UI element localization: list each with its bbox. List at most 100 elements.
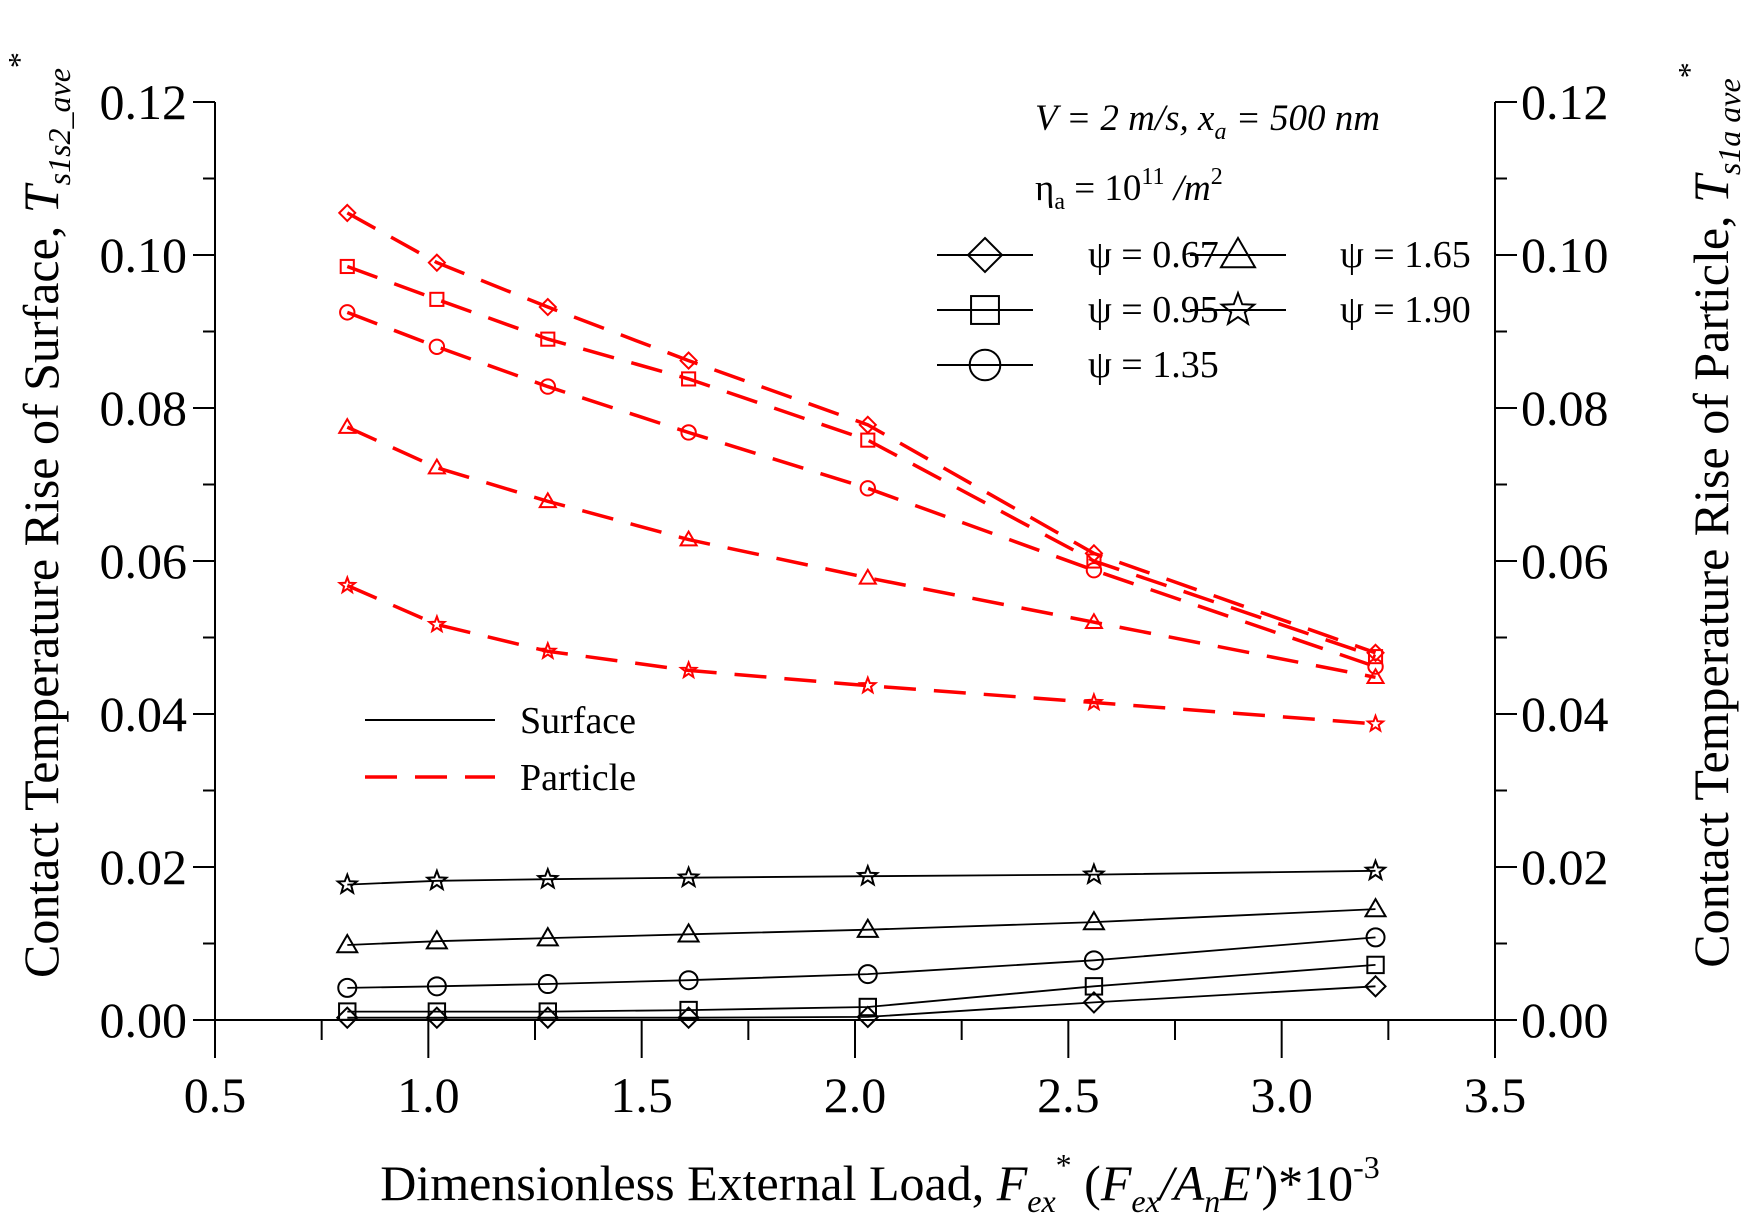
particle-circle-point bbox=[1085, 561, 1103, 579]
legend-label-psi-135: ψ = 1.35 bbox=[1088, 344, 1219, 386]
particle-square-point bbox=[1367, 649, 1384, 665]
surface-square-point bbox=[679, 1000, 698, 1020]
surface-triangle-point bbox=[1082, 910, 1106, 931]
particle-star-point bbox=[678, 659, 699, 680]
surface-square-point bbox=[427, 1002, 447, 1021]
x-tick-label: 3.0 bbox=[1250, 1067, 1313, 1123]
particle-diamond-point bbox=[427, 253, 447, 273]
surface-circle-point bbox=[1365, 927, 1386, 948]
particle-square-point bbox=[1086, 553, 1102, 569]
particle-star-point bbox=[857, 674, 879, 695]
y-right-tick-label: 0.06 bbox=[1521, 533, 1609, 589]
surface-square-line bbox=[347, 964, 1376, 1013]
surface-diamond-point bbox=[1082, 990, 1106, 1014]
particle-star-point bbox=[537, 640, 559, 661]
legend-triangle-icon bbox=[1219, 236, 1257, 269]
particle-triangle-point bbox=[678, 529, 699, 547]
surface-diamond-point bbox=[677, 1006, 701, 1030]
legend-surface-label: Surface bbox=[520, 700, 636, 742]
surface-diamond-point bbox=[335, 1006, 359, 1030]
particle-circle-point bbox=[680, 424, 697, 441]
particle-star-line bbox=[346, 583, 1376, 726]
surface-diamond-point bbox=[425, 1006, 449, 1030]
y-right-tick-label: 0.04 bbox=[1521, 686, 1609, 742]
y-axis-left-title: Contact Temperature Rise of Surface, Ts1… bbox=[1, 52, 77, 978]
surface-star-point bbox=[676, 864, 701, 889]
particle-triangle-point bbox=[427, 457, 447, 475]
y-axis-right-title: Contact Temperature Rise of Particle, Ts… bbox=[1671, 62, 1747, 967]
x-tick-label: 2.5 bbox=[1037, 1067, 1100, 1123]
legend-star-icon bbox=[1219, 290, 1257, 327]
surface-star-point bbox=[424, 867, 450, 892]
particle-triangle-point bbox=[538, 491, 558, 509]
particle-star-point bbox=[336, 574, 358, 595]
surface-star-point bbox=[1363, 857, 1388, 882]
y-left-tick-label: 0.08 bbox=[100, 380, 188, 436]
particle-diamond-line bbox=[346, 211, 1377, 655]
x-axis-title: Dimensionless External Load, Fex* (Fex/A… bbox=[380, 1147, 1380, 1219]
surface-circle-point bbox=[426, 976, 447, 997]
x-tick-label: 0.5 bbox=[184, 1067, 247, 1123]
conditions-line-2: ηa = 1011 /m2 bbox=[1035, 164, 1223, 215]
particle-circle-point bbox=[339, 304, 356, 321]
particle-circle-point bbox=[1367, 658, 1384, 675]
series-particle-square bbox=[339, 258, 1384, 665]
y-right-tick-label: 0.08 bbox=[1521, 380, 1609, 436]
particle-star-point bbox=[1083, 691, 1105, 712]
particle-square-point bbox=[860, 432, 876, 448]
surface-square-point bbox=[1366, 955, 1385, 975]
surface-circle-point bbox=[537, 974, 558, 995]
surface-circle-point bbox=[678, 970, 699, 991]
surface-star-point bbox=[335, 871, 360, 896]
series-layer bbox=[335, 203, 1388, 1030]
series-surface-star bbox=[335, 857, 1388, 896]
surface-star-line bbox=[347, 869, 1376, 886]
series-particle-triangle bbox=[337, 417, 1386, 685]
surface-square-point bbox=[538, 1002, 557, 1021]
particle-diamond-point bbox=[538, 297, 558, 317]
legend-diamond-icon bbox=[966, 236, 1004, 274]
surface-triangle-point bbox=[676, 922, 701, 943]
surface-circle-line bbox=[347, 936, 1376, 989]
y-left-tick-label: 0.10 bbox=[100, 227, 188, 283]
y-left-tick-label: 0.06 bbox=[100, 533, 188, 589]
x-tick-label: 1.0 bbox=[397, 1067, 460, 1123]
surface-diamond-point bbox=[856, 1005, 880, 1029]
surface-star-point bbox=[855, 863, 881, 887]
particle-square-point bbox=[681, 371, 697, 387]
particle-square-point bbox=[429, 291, 445, 307]
particle-triangle-point bbox=[858, 567, 878, 585]
series-particle-star bbox=[336, 574, 1386, 733]
legend-lines: Surface Particle bbox=[365, 700, 636, 799]
surface-square-point bbox=[858, 997, 877, 1017]
particle-square-point bbox=[339, 258, 355, 275]
legend-square-icon bbox=[970, 295, 1000, 325]
y-right-tick-label: 0.12 bbox=[1521, 74, 1609, 130]
particle-diamond-point bbox=[679, 351, 699, 370]
y-left-tick-label: 0.02 bbox=[100, 839, 188, 895]
x-tick-label: 1.5 bbox=[610, 1067, 673, 1123]
surface-circle-point bbox=[857, 964, 878, 985]
surface-square-point bbox=[1084, 977, 1104, 996]
y-left-tick-label: 0.12 bbox=[100, 74, 188, 130]
surface-circle-point bbox=[337, 977, 358, 998]
series-surface-circle bbox=[337, 927, 1386, 998]
particle-star-point bbox=[426, 613, 448, 634]
y-left-tick-label: 0.00 bbox=[100, 992, 188, 1048]
conditions-line-1: V = 2 m/s, xa = 500 nm bbox=[1035, 98, 1380, 145]
particle-triangle-line bbox=[346, 425, 1376, 680]
legend-label-psi-165: ψ = 1.65 bbox=[1340, 234, 1471, 276]
particle-square-point bbox=[540, 331, 556, 347]
particle-triangle-point bbox=[1365, 667, 1386, 685]
x-tick-label: 2.0 bbox=[824, 1067, 887, 1123]
surface-triangle-point bbox=[425, 929, 449, 950]
surface-diamond-point bbox=[1364, 974, 1387, 998]
particle-square-line bbox=[346, 264, 1377, 659]
particle-circle-line bbox=[346, 310, 1377, 669]
surface-triangle-point bbox=[335, 933, 360, 954]
particle-circle-point bbox=[539, 378, 556, 395]
particle-circle-point bbox=[859, 480, 876, 497]
legend-label-psi-190: ψ = 1.90 bbox=[1340, 289, 1471, 331]
legend-particle-label: Particle bbox=[520, 757, 636, 799]
axis-ticks: 0.00 0.00 0.02 0.02 0.04 0.04 0.06 0.06 0.08 0.08… bbox=[100, 74, 1609, 1123]
